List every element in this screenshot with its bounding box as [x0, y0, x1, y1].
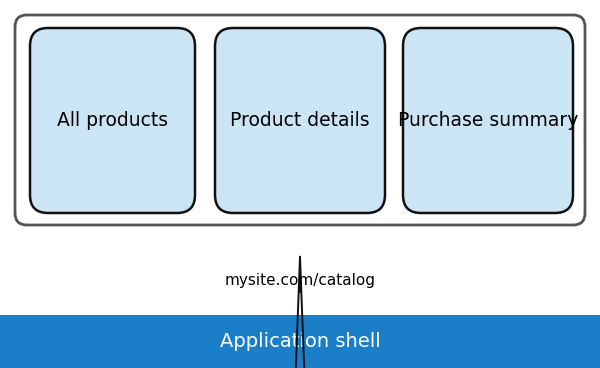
FancyBboxPatch shape [15, 15, 585, 225]
FancyBboxPatch shape [403, 28, 573, 213]
Text: Application shell: Application shell [220, 332, 380, 351]
Text: Purchase summary: Purchase summary [398, 111, 578, 130]
Text: All products: All products [57, 111, 168, 130]
Bar [0, 315, 600, 368]
FancyBboxPatch shape [30, 28, 195, 213]
Text: Product details: Product details [230, 111, 370, 130]
FancyBboxPatch shape [215, 28, 385, 213]
Text: mysite.com/catalog: mysite.com/catalog [224, 272, 376, 287]
